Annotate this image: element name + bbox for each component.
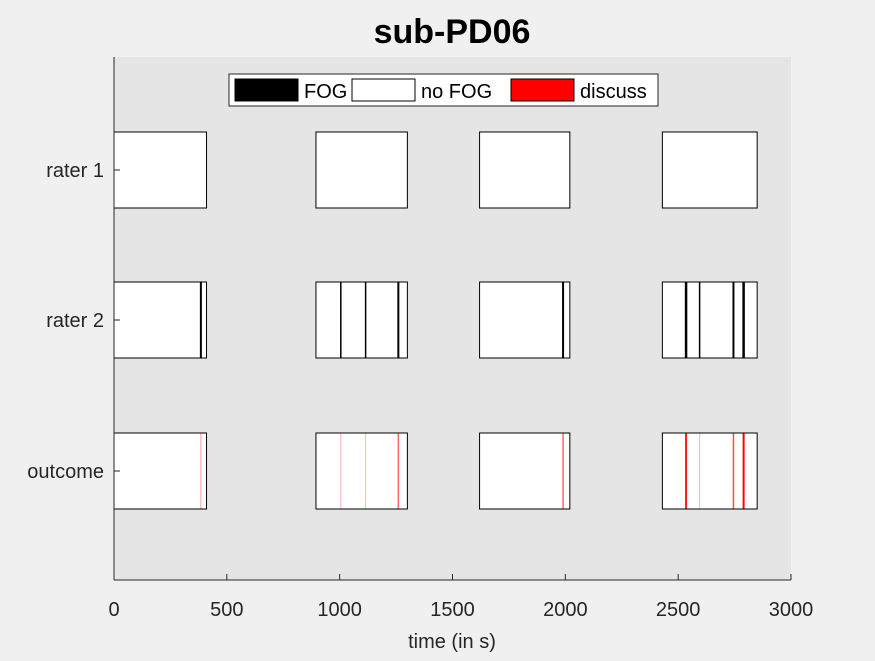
x-tick-label: 3000 (769, 599, 814, 621)
segment-box (479, 433, 570, 509)
row-rater-2 (113, 281, 758, 359)
legend-swatch (234, 78, 299, 102)
x-tick-label: 500 (210, 599, 243, 621)
row-rater-1 (113, 131, 758, 209)
segment-box-outline (315, 131, 408, 209)
x-axis-label: time (in s) (408, 631, 496, 653)
y-tick-label: rater 1 (46, 160, 104, 182)
y-ticks: rater 1 rater 2 outcome (27, 160, 120, 483)
y-tick-label: rater 2 (46, 310, 104, 332)
segment-box (662, 433, 758, 509)
segment-box (114, 433, 207, 509)
segment-box-outline (315, 432, 408, 510)
segment-box (315, 132, 408, 208)
chart-title: sub-PD06 (374, 13, 531, 51)
segment-box (662, 282, 758, 358)
legend-swatch (510, 78, 575, 102)
segment-box (114, 132, 207, 208)
segment-box-outline (479, 131, 571, 209)
segment-box (114, 282, 207, 358)
y-tick-label: outcome (27, 461, 104, 483)
x-tick-label: 2000 (543, 599, 588, 621)
legend-label: no FOG (421, 81, 492, 103)
legend-label: FOG (304, 81, 347, 103)
segment-box (315, 282, 408, 358)
legend-swatch (351, 78, 416, 102)
x-tick-label: 1500 (430, 599, 475, 621)
row-outcome (113, 432, 758, 510)
segment-box-outline (661, 432, 758, 510)
segment-box (662, 132, 758, 208)
legend-label: discuss (580, 81, 647, 103)
segment-box-outline (661, 131, 758, 209)
x-tick-label: 0 (108, 599, 119, 621)
segment-box-outline (479, 281, 571, 359)
plot-layer (113, 131, 758, 510)
segment-box-outline (661, 281, 758, 359)
segment-box (479, 132, 570, 208)
segment-box-outline (479, 432, 571, 510)
segment-box (315, 433, 408, 509)
legend: FOG no FOG discuss (228, 73, 659, 107)
x-tick-label: 2500 (656, 599, 701, 621)
x-ticks: 0 500 1000 1500 2000 2500 3000 (108, 574, 813, 621)
x-tick-label: 1000 (317, 599, 362, 621)
segment-box-outline (315, 281, 408, 359)
legend-box (228, 73, 659, 107)
segment-box (479, 282, 570, 358)
